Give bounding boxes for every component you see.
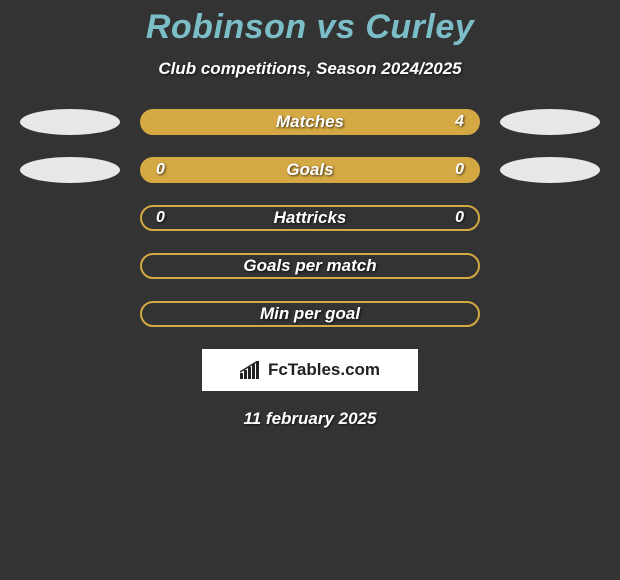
stat-value-right: 4 <box>455 113 464 131</box>
stat-bar: 0 Hattricks 0 <box>140 205 480 231</box>
subtitle: Club competitions, Season 2024/2025 <box>0 59 620 79</box>
player-left-ellipse <box>20 109 120 135</box>
brand-text: FcTables.com <box>268 360 380 380</box>
comparison-widget: Robinson vs Curley Club competitions, Se… <box>0 0 620 429</box>
stat-label: Hattricks <box>274 208 347 228</box>
stat-row: Goals per match <box>0 253 620 279</box>
brand-box[interactable]: FcTables.com <box>202 349 418 391</box>
stat-value-right: 0 <box>455 209 464 227</box>
stat-label: Goals <box>286 160 333 180</box>
player-right-ellipse <box>500 109 600 135</box>
stat-value-left: 0 <box>156 161 165 179</box>
stat-row: 0 Goals 0 <box>0 157 620 183</box>
player-left-ellipse <box>20 157 120 183</box>
stats-area: Matches 4 0 Goals 0 0 Hattricks 0 Goals per matc… <box>0 109 620 327</box>
stat-bar: 0 Goals 0 <box>140 157 480 183</box>
page-title: Robinson vs Curley <box>0 8 620 47</box>
chart-bars-icon <box>240 361 262 379</box>
stat-row: Matches 4 <box>0 109 620 135</box>
player-right-ellipse <box>500 157 600 183</box>
stat-label: Min per goal <box>260 304 360 324</box>
stat-value-left: 0 <box>156 209 165 227</box>
stat-bar: Matches 4 <box>140 109 480 135</box>
stat-bar: Min per goal <box>140 301 480 327</box>
stat-bar: Goals per match <box>140 253 480 279</box>
date-text: 11 february 2025 <box>0 409 620 429</box>
stat-row: Min per goal <box>0 301 620 327</box>
stat-label: Goals per match <box>243 256 376 276</box>
stat-value-right: 0 <box>455 161 464 179</box>
stat-label: Matches <box>276 112 344 132</box>
stat-row: 0 Hattricks 0 <box>0 205 620 231</box>
